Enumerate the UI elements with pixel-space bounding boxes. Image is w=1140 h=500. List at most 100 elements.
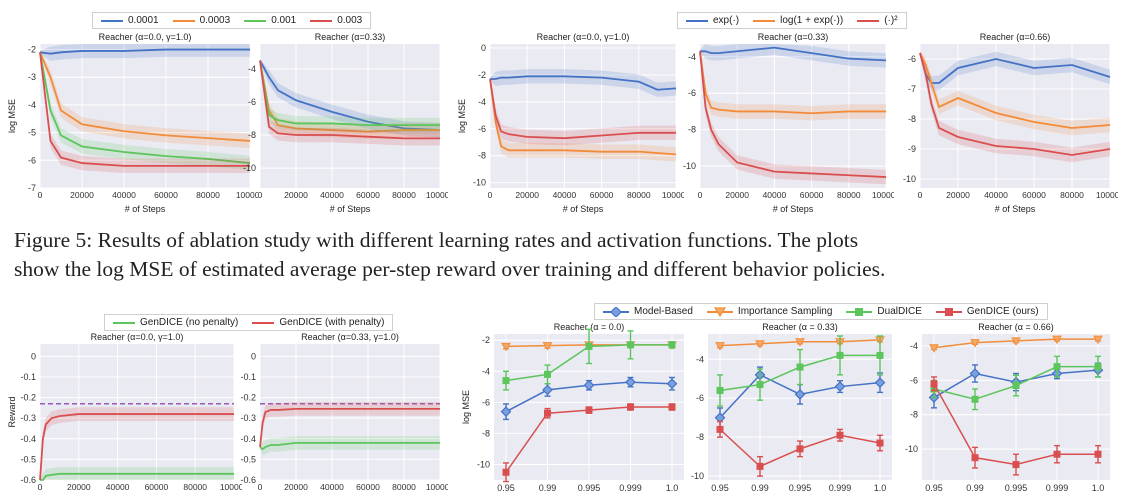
y-tick-label: -6 (28, 155, 36, 165)
x-tick-label: 20000 (725, 190, 749, 200)
y-tick-label: -0.2 (240, 393, 256, 403)
series-band-0 (920, 51, 1110, 91)
series-band-2 (920, 51, 1110, 163)
x-tick-label: 100000 (426, 482, 448, 492)
x-tick-label: 0.95 (925, 483, 943, 493)
y-tick-label: -0.6 (20, 475, 36, 485)
legend-item-act-3: (·)² (857, 15, 898, 26)
legend-label: exp(·) (713, 15, 740, 26)
legend-activations: exp(·) log(1 + exp(·)) (·)² (677, 12, 907, 29)
series-line-0 (259, 442, 440, 451)
series-band-1 (700, 49, 886, 121)
diamond-marker-icon (603, 306, 629, 317)
series-line-3 (259, 60, 440, 140)
data-point (1053, 450, 1061, 458)
legend-swatch (310, 19, 333, 22)
series-line-1 (699, 51, 886, 115)
x-tick-label: 0 (258, 190, 263, 200)
legend-item-lr-2: 0.0003 (172, 15, 230, 26)
data-point (502, 377, 510, 385)
data-point (971, 395, 979, 403)
series-line-1 (259, 408, 440, 448)
series-line-2 (699, 51, 887, 178)
data-point (666, 378, 678, 390)
y-tick-label: 0 (31, 351, 36, 361)
series-band-0 (40, 44, 250, 61)
series-line-2 (39, 52, 251, 164)
x-tick-label: 1.0 (1092, 483, 1105, 493)
data-point (716, 425, 724, 433)
x-tick-label: 100000 (1096, 190, 1118, 200)
chart-methods-alpha033: -10 -8 -6 -4 0.95 0.99 0.995 0.999 1.0 Reacher (α… (691, 322, 892, 493)
y-tick-label: -6 (908, 54, 916, 64)
chart-methods-alpha0: -10 -8 -6 -4 -2 0.95 0.99 0.995 0.999 1.0 Reacher … (461, 322, 684, 493)
y-tick-label: -2 (28, 45, 36, 55)
chart-act-alpha0: -10 -8 -6 -4 -2 0 0 20000 40000 60000 80000 100000 R… (457, 32, 684, 214)
x-tick-label: 40000 (984, 190, 1008, 200)
x-tick-label: 80000 (196, 190, 220, 200)
y-tick-label: -10 (903, 174, 916, 184)
series-line-0 (40, 472, 234, 481)
figure-caption: Figure 5: Results of ablation study with… (14, 226, 1126, 284)
x-tick-label: 20000 (284, 482, 308, 492)
data-point (501, 342, 511, 352)
data-point (716, 386, 724, 394)
square-marker-icon (846, 307, 873, 316)
series-line-0 (700, 46, 887, 62)
triangle-marker-icon (706, 306, 733, 317)
y-tick-label: -4 (482, 366, 490, 376)
data-point (1093, 335, 1103, 345)
data-point (1053, 363, 1061, 371)
legend-label: (·)² (884, 15, 898, 26)
data-point (1011, 337, 1021, 346)
x-tick-label: 80000 (183, 482, 207, 492)
x-tick-label: 40000 (320, 190, 344, 200)
data-point (930, 380, 938, 388)
y-axis-label: log MSE (461, 390, 471, 424)
data-point (836, 431, 844, 439)
x-tick-label: 60000 (356, 482, 380, 492)
chart-title: Reacher (α=0.33) (758, 32, 829, 42)
legend-item-dualdice: DualDICE (846, 306, 922, 317)
x-tick-label: 100000 (426, 190, 448, 200)
legend-label: 0.001 (271, 15, 297, 26)
legend-label: DualDICE (877, 306, 922, 317)
data-point (542, 384, 553, 396)
y-tick-label: -7 (28, 183, 36, 193)
series-band-2 (490, 77, 676, 146)
y-tick-label: -8 (248, 130, 256, 140)
y-tick-label: -2 (478, 70, 486, 80)
data-point (1052, 335, 1062, 345)
x-tick-label: 0.999 (619, 483, 642, 493)
x-tick-label: 1.0 (666, 483, 679, 493)
series-line-1 (489, 78, 677, 156)
x-axis-label: # of Steps (563, 204, 604, 214)
x-tick-label: 0.999 (1046, 483, 1069, 493)
y-tick-label: 0 (481, 43, 486, 53)
y-tick-label: -4 (248, 64, 256, 74)
series-band-3 (260, 59, 440, 146)
legend-label: log(1 + exp(·)) (780, 15, 844, 26)
y-tick-label: -8 (482, 428, 490, 438)
y-tick-label: -6 (910, 375, 918, 385)
data-point (1012, 382, 1020, 390)
y-tick-label: -8 (478, 151, 486, 161)
chart-title: Reacher (α = 0.66) (978, 322, 1054, 332)
x-tick-label: 0.995 (789, 483, 812, 493)
data-point (544, 409, 551, 417)
series-line-1 (259, 60, 440, 133)
legend-item-lr-3: 0.001 (244, 15, 296, 26)
x-tick-label: 0 (38, 482, 43, 492)
legend-swatch (101, 19, 123, 22)
y-tick-label: 0 (251, 351, 256, 361)
legend-label: Importance Sampling (737, 306, 833, 317)
data-point (755, 340, 765, 349)
y-axis-label: Reward (7, 396, 17, 427)
x-tick-label: 60000 (154, 190, 178, 200)
x-tick-label: 20000 (284, 190, 308, 200)
plot-area (40, 44, 250, 188)
x-tick-label: 100000 (872, 190, 894, 200)
x-tick-label: 0.95 (497, 483, 515, 493)
y-tick-label: -5 (28, 128, 36, 138)
y-tick-label: -8 (910, 410, 918, 420)
